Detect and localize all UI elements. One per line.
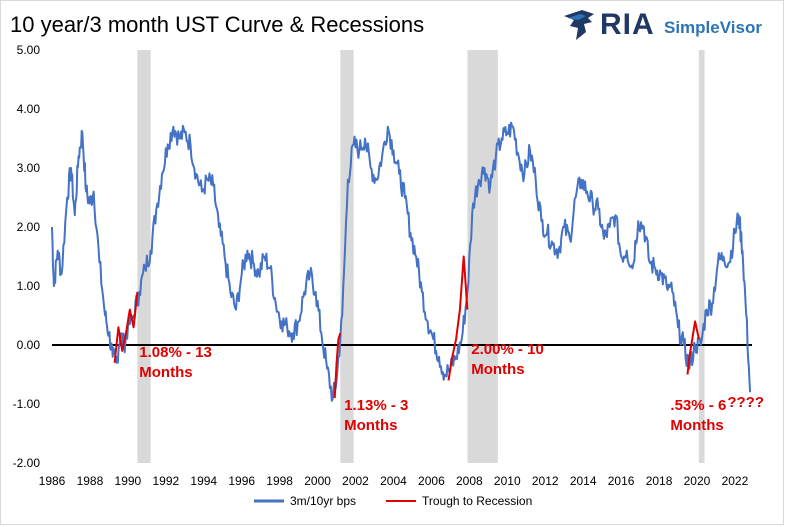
annotation-label: 2.00% - 10 (471, 341, 544, 358)
annotation-label: 1.13% - 3 (344, 397, 408, 414)
x-tick-label: 1986 (39, 474, 66, 488)
legend-label: 3m/10yr bps (290, 494, 356, 508)
x-tick-label: 2006 (418, 474, 445, 488)
x-tick-label: 2022 (722, 474, 749, 488)
y-tick-label: -2.00 (13, 456, 41, 470)
x-tick-label: 1992 (152, 474, 179, 488)
y-tick-label: 4.00 (17, 102, 41, 116)
annotation-label: .53% - 6 (670, 397, 726, 414)
logo-product: SimpleVisor (664, 18, 762, 37)
x-tick-label: 2010 (494, 474, 521, 488)
y-tick-label: 3.00 (17, 161, 41, 175)
logo: RIA SimpleVisor (560, 6, 780, 46)
annotation-label: Months (471, 361, 524, 378)
x-tick-label: 2014 (570, 474, 597, 488)
y-tick-label: -1.00 (13, 397, 41, 411)
x-tick-label: 1994 (190, 474, 217, 488)
annotation-label: 1.08% - 13 (139, 344, 212, 361)
trough-segment-2 (447, 255, 469, 381)
annotation-label: Months (670, 417, 723, 434)
annotation-label: Months (344, 417, 397, 434)
y-tick-label: 2.00 (17, 220, 41, 234)
x-tick-label: 2020 (684, 474, 711, 488)
trough-segment-3 (686, 320, 700, 375)
recession-bar-1 (340, 50, 354, 463)
x-tick-label: 2000 (304, 474, 331, 488)
x-tick-label: 2016 (608, 474, 635, 488)
eagle-logo-icon (564, 10, 594, 40)
x-tick-label: 1988 (77, 474, 104, 488)
x-tick-label: 2002 (342, 474, 369, 488)
trough-segment-0 (113, 291, 139, 363)
y-tick-label: 1.00 (17, 279, 41, 293)
series-line-3m-10yr (51, 121, 752, 402)
trough-segment-1 (333, 332, 342, 399)
annotation-label: Months (139, 364, 192, 381)
logo-brand: RIA (600, 8, 655, 41)
x-tick-label: 1990 (115, 474, 142, 488)
legend-label: Trough to Recession (422, 494, 532, 508)
recession-bar-2 (467, 50, 498, 463)
x-tick-label: 2012 (532, 474, 559, 488)
recession-bar-0 (137, 50, 151, 463)
x-tick-label: 1996 (228, 474, 255, 488)
y-tick-label: 5.00 (17, 43, 41, 57)
x-tick-label: 1998 (266, 474, 293, 488)
x-tick-label: 2008 (456, 474, 483, 488)
chart-title: 10 year/3 month UST Curve & Recessions (10, 12, 425, 37)
x-tick-label: 2018 (646, 474, 673, 488)
x-tick-label: 2004 (380, 474, 407, 488)
annotation-label: ???? (727, 394, 764, 411)
recession-bar-3 (698, 50, 705, 463)
y-tick-label: 0.00 (17, 338, 41, 352)
